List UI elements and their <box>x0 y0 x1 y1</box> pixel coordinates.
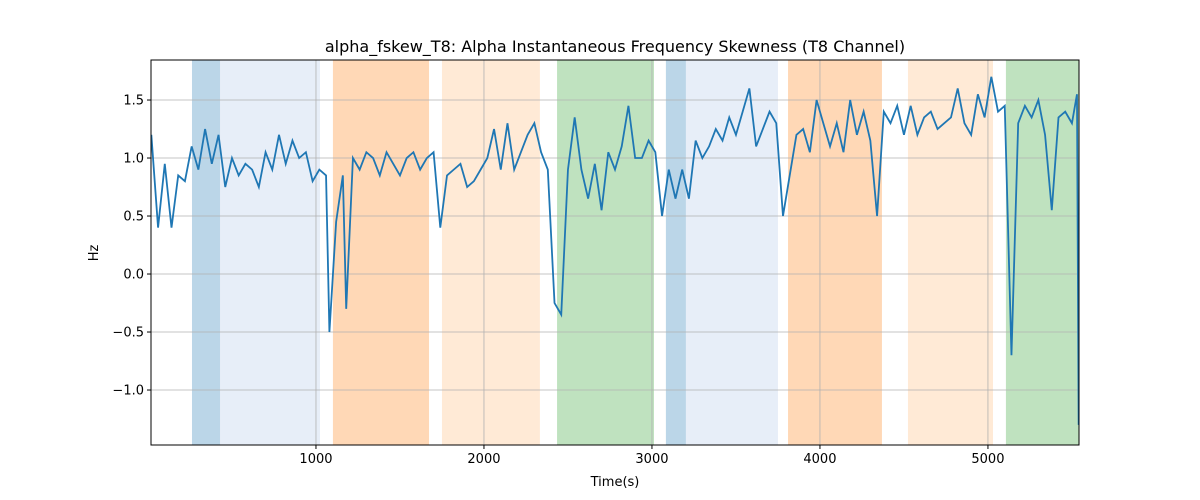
y-tick-label: 0.5 <box>123 210 144 225</box>
y-tick-label: 1.5 <box>123 94 144 109</box>
chart-title: alpha_fskew_T8: Alpha Instantaneous Freq… <box>325 37 905 57</box>
y-tick-label: −1.0 <box>112 384 144 399</box>
y-tick-label: −0.5 <box>112 326 144 341</box>
grid <box>151 60 1079 445</box>
shaded-span <box>332 60 430 445</box>
ticks: 1000 2000 3000 4000 5000 −1.0 −0.5 0.0 0.5 1.0 1.5 <box>112 94 1004 467</box>
shaded-span <box>441 60 540 445</box>
axes-frame <box>150 59 1080 446</box>
x-tick-label: 2000 <box>467 452 500 467</box>
x-tick-label: 5000 <box>971 452 1004 467</box>
shaded-span <box>788 60 882 445</box>
x-tick-label: 3000 <box>635 452 668 467</box>
spans <box>191 60 1079 445</box>
shaded-span <box>557 60 654 445</box>
data-line <box>151 76 1079 425</box>
shaded-span <box>191 60 221 445</box>
shaded-span <box>685 60 778 445</box>
y-axis-label: Hz <box>87 245 102 262</box>
plot <box>151 76 1079 425</box>
y-tick-label: 0.0 <box>123 268 144 283</box>
shaded-span <box>220 60 321 445</box>
shaded-span <box>665 60 686 445</box>
x-axis-label: Time(s) <box>590 475 640 490</box>
y-tick-label: 1.0 <box>123 152 144 167</box>
x-tick-label: 4000 <box>803 452 836 467</box>
x-tick-label: 1000 <box>299 452 332 467</box>
